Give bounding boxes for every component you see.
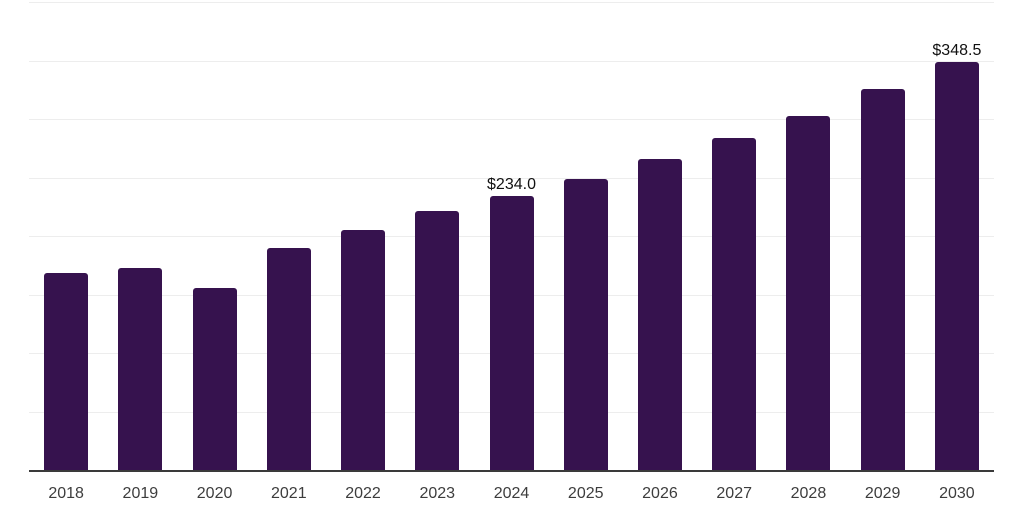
x-tick-label-2024: 2024	[493, 485, 530, 502]
bar-value-label-2024: $234.0	[487, 176, 536, 194]
bar-2030: $348.5	[932, 43, 981, 470]
bar-value-label-2030: $348.5	[932, 42, 982, 60]
x-axis-line	[29, 470, 994, 472]
gridline-300	[29, 119, 994, 120]
bar-2026	[637, 159, 682, 470]
x-tick-label-2026: 2026	[642, 485, 678, 502]
bar-2020	[192, 288, 237, 470]
bar-2021	[266, 247, 311, 470]
bar-2024: $234.0	[487, 177, 536, 470]
x-tick-label-2019: 2019	[122, 485, 159, 502]
x-tick-label-2028: 2028	[790, 485, 827, 502]
x-tick-label-2029: 2029	[864, 485, 901, 502]
plot-area: $234.0 $348.5	[29, 2, 994, 472]
x-tick-label-2020: 2020	[196, 485, 233, 502]
x-tick-label-2030: 2030	[939, 485, 975, 502]
x-tick-label-2023: 2023	[419, 485, 456, 502]
x-tick-label-2018: 2018	[48, 485, 84, 502]
x-tick-label-2025: 2025	[567, 485, 604, 502]
bar-2019	[118, 268, 163, 470]
bar-2029	[860, 89, 905, 470]
bar-2028	[786, 115, 831, 470]
x-tick-label-2021: 2021	[271, 485, 307, 502]
bar-2023	[415, 210, 460, 470]
bar-2022	[341, 230, 386, 470]
gridline-250	[29, 177, 994, 179]
x-tick-label-2022: 2022	[345, 485, 381, 502]
bar-2025	[563, 178, 608, 470]
gridline-400	[29, 2, 994, 3]
bar-2027	[712, 138, 757, 470]
x-axis-labels: 2018 2019 2020 2021 2022 2023 2024 2025 2026 2027…	[29, 484, 994, 506]
gridline-350	[29, 60, 994, 62]
bar-2018	[44, 273, 89, 470]
x-tick-label-2027: 2027	[716, 485, 752, 502]
